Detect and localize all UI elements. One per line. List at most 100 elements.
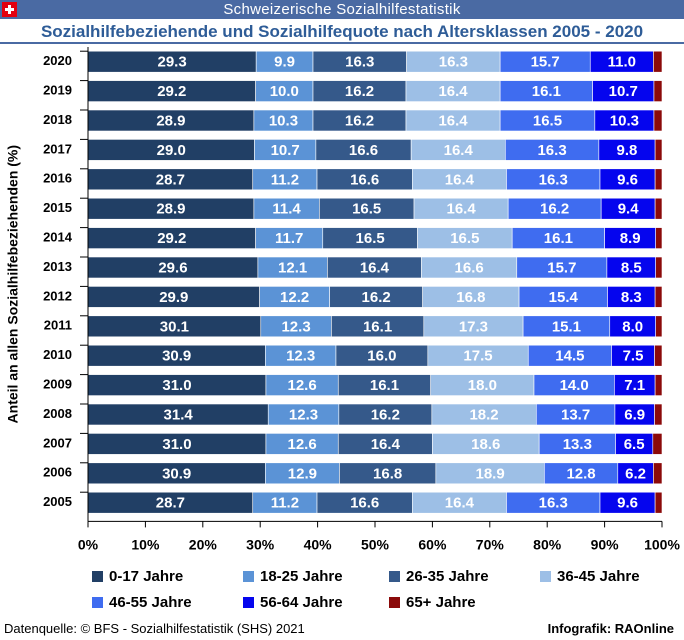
data-label: 16.1 <box>363 318 392 335</box>
legend-swatch <box>389 597 400 608</box>
data-label: 16.6 <box>350 495 379 512</box>
data-label: 16.5 <box>450 230 479 247</box>
data-label: 29.6 <box>158 259 187 276</box>
data-label: 30.9 <box>162 348 191 365</box>
data-label: 16.4 <box>371 436 401 453</box>
bar-segment <box>654 374 663 396</box>
data-label: 28.7 <box>156 171 185 188</box>
data-label: 16.4 <box>444 142 474 159</box>
x-tick-label: 100% <box>644 536 680 552</box>
bar-segment <box>653 109 663 132</box>
data-label: 16.5 <box>356 230 385 247</box>
data-label: 11.0 <box>608 54 636 71</box>
data-label: 7.5 <box>623 348 644 365</box>
swiss-flag-icon <box>2 2 17 17</box>
y-tick-label: 2018 <box>43 112 72 127</box>
x-tick-label: 50% <box>361 536 390 552</box>
data-label: 15.1 <box>552 318 581 335</box>
bar-segment <box>653 462 663 485</box>
data-label: 16.2 <box>345 83 374 100</box>
bar-segment <box>654 168 663 191</box>
bar-segment <box>652 433 663 455</box>
data-label: 29.2 <box>157 230 186 247</box>
data-label: 31.0 <box>162 436 191 453</box>
data-label: 14.0 <box>560 377 589 394</box>
data-label: 8.3 <box>621 289 642 306</box>
y-tick-label: 2010 <box>43 347 72 362</box>
y-tick-label: 2020 <box>43 53 72 68</box>
data-label: 16.2 <box>362 289 391 306</box>
header-banner: Schweizerische Sozialhilfestatistik <box>0 0 684 19</box>
data-label: 18.0 <box>468 377 497 394</box>
data-label: 28.9 <box>156 112 185 129</box>
legend-swatch <box>243 571 254 582</box>
banner-title: Schweizerische Sozialhilfestatistik <box>223 1 461 18</box>
data-label: 12.3 <box>286 348 315 365</box>
bar-segment <box>655 315 663 338</box>
data-label: 28.9 <box>156 201 185 218</box>
footer-credit: Infografik: RAOnline <box>547 621 674 636</box>
data-label: 12.1 <box>278 259 307 276</box>
data-label: 17.3 <box>459 318 488 335</box>
data-label: 16.3 <box>345 54 374 71</box>
data-label: 12.2 <box>280 289 309 306</box>
data-label: 16.4 <box>445 495 475 512</box>
data-label: 15.4 <box>549 289 579 306</box>
data-label: 6.9 <box>624 406 645 423</box>
data-label: 30.9 <box>162 465 191 482</box>
legend-swatch <box>389 571 400 582</box>
x-tick-label: 0% <box>78 536 99 552</box>
bar-segment <box>654 286 663 308</box>
data-label: 9.6 <box>617 495 638 512</box>
data-label: 30.1 <box>160 318 189 335</box>
data-label: 15.7 <box>531 54 560 71</box>
data-label: 16.3 <box>539 495 568 512</box>
y-tick-label: 2009 <box>43 377 72 392</box>
data-label: 16.4 <box>360 259 390 276</box>
bar-segment <box>653 50 663 73</box>
x-tick-label: 40% <box>304 536 333 552</box>
y-tick-label: 2007 <box>43 435 72 450</box>
data-label: 16.4 <box>445 171 475 188</box>
data-label: 16.1 <box>370 377 399 394</box>
data-label: 18.2 <box>469 406 498 423</box>
data-label: 11.4 <box>272 201 301 218</box>
data-label: 16.0 <box>367 348 396 365</box>
data-label: 10.0 <box>270 83 299 100</box>
data-label: 13.3 <box>563 436 592 453</box>
legend-label: 26-35 Jahre <box>406 568 489 585</box>
data-label: 12.8 <box>566 465 595 482</box>
data-label: 16.1 <box>544 230 573 247</box>
data-label: 16.2 <box>371 406 400 423</box>
x-tick-label: 90% <box>591 536 620 552</box>
data-label: 29.9 <box>159 289 188 306</box>
data-label: 18.6 <box>471 436 500 453</box>
x-tick-label: 10% <box>131 536 160 552</box>
y-tick-label: 2012 <box>43 288 72 303</box>
data-label: 16.4 <box>438 112 468 129</box>
data-label: 12.3 <box>289 406 318 423</box>
legend-swatch <box>243 597 254 608</box>
data-label: 9.6 <box>617 171 638 188</box>
data-label: 16.6 <box>455 259 484 276</box>
y-tick-label: 2013 <box>43 259 72 274</box>
bar-segment <box>654 344 663 367</box>
data-label: 16.1 <box>532 83 561 100</box>
bar-segment <box>654 403 663 426</box>
data-label: 16.3 <box>439 54 468 71</box>
data-label: 29.3 <box>157 54 186 71</box>
data-label: 8.9 <box>620 230 641 247</box>
data-label: 29.0 <box>157 142 186 159</box>
y-axis-title: Anteil an allen Sozialhilfebeziehenden (… <box>5 145 21 424</box>
y-tick-label: 2017 <box>43 141 72 156</box>
x-tick-label: 80% <box>533 536 562 552</box>
legend-swatch <box>92 571 103 582</box>
data-label: 14.5 <box>555 348 584 365</box>
data-label: 7.1 <box>624 377 645 394</box>
data-label: 31.0 <box>162 377 191 394</box>
data-label: 12.6 <box>288 436 317 453</box>
data-label: 16.2 <box>540 201 569 218</box>
bar-segment <box>654 139 663 161</box>
y-tick-label: 2019 <box>43 83 72 98</box>
